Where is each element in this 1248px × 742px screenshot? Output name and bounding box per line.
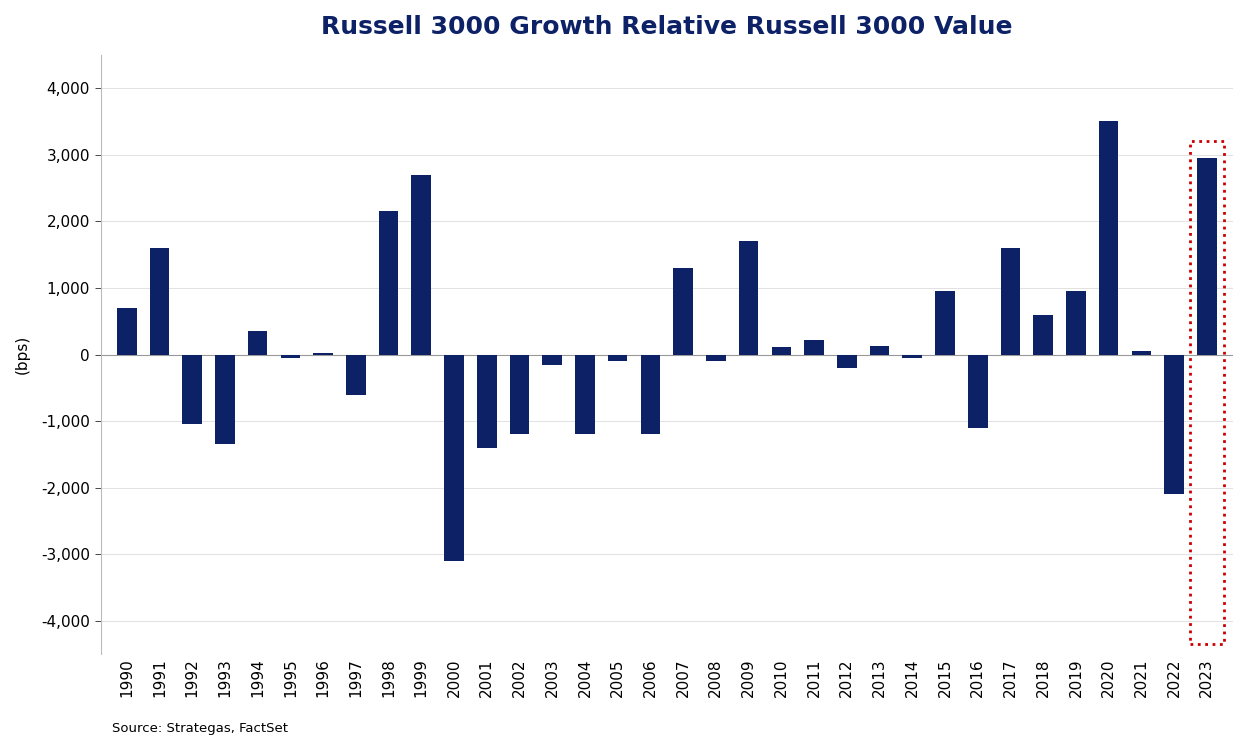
Bar xyxy=(1164,355,1184,494)
Bar xyxy=(543,355,562,364)
Bar xyxy=(313,352,333,355)
Bar xyxy=(968,355,987,428)
Text: Source: Strategas, FactSet: Source: Strategas, FactSet xyxy=(112,721,288,735)
Bar xyxy=(1001,248,1021,355)
Bar xyxy=(1033,315,1053,355)
Bar xyxy=(346,355,366,395)
Bar xyxy=(1197,158,1217,355)
Bar xyxy=(215,355,235,444)
Bar xyxy=(1189,142,1224,644)
Bar xyxy=(1066,292,1086,355)
Bar xyxy=(378,211,398,355)
Bar xyxy=(1132,351,1151,355)
Bar xyxy=(837,355,856,368)
Bar xyxy=(902,355,922,358)
Bar xyxy=(640,355,660,435)
Bar xyxy=(870,346,890,355)
Bar xyxy=(182,355,202,424)
Bar xyxy=(117,308,136,355)
Bar xyxy=(1098,122,1118,355)
Bar xyxy=(412,174,431,355)
Bar xyxy=(935,292,955,355)
Bar xyxy=(150,248,170,355)
Title: Russell 3000 Growth Relative Russell 3000 Value: Russell 3000 Growth Relative Russell 300… xyxy=(321,15,1012,39)
Bar xyxy=(706,355,725,361)
Bar xyxy=(608,355,628,361)
Y-axis label: (bps): (bps) xyxy=(15,335,30,374)
Bar xyxy=(674,268,693,355)
Bar xyxy=(739,241,759,355)
Bar xyxy=(281,355,301,358)
Bar xyxy=(477,355,497,448)
Bar xyxy=(444,355,464,561)
Bar xyxy=(575,355,595,435)
Bar xyxy=(804,340,824,355)
Bar xyxy=(771,347,791,355)
Bar xyxy=(509,355,529,435)
Bar xyxy=(248,331,267,355)
